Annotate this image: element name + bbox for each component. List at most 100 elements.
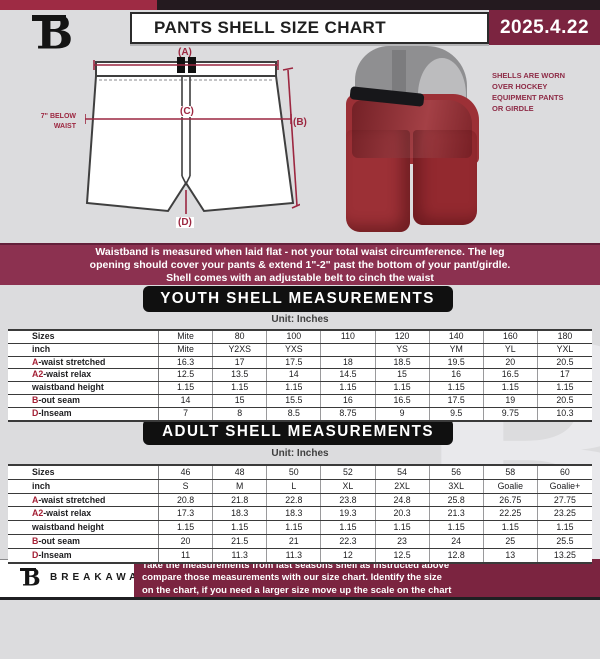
table-cell: 9.75 xyxy=(484,407,538,420)
table-cell: 18.3 xyxy=(267,507,322,521)
table-cell: 23.25 xyxy=(553,508,576,519)
adult-unit-label: Unit: Inches xyxy=(271,448,329,459)
table-cell: 18.3 xyxy=(213,507,268,521)
brand-logo-icon: B xyxy=(32,6,96,61)
table-row: waistband height 1.15 1.15 1.15 1.15 1.15 1.15… xyxy=(8,382,592,395)
row-label-prefix: A xyxy=(32,494,39,505)
adult-measurements-table: Sizes 46 48 50 52 54 56 58 60 inch S M L XL 2XL 3XL Goal… xyxy=(8,464,592,564)
table-row: inch Mite Y2XS YXS YS YM YL YXL xyxy=(8,343,592,357)
table-cell: 2XL xyxy=(376,479,430,493)
table-cell: 50 xyxy=(267,466,322,479)
logo-letter: B xyxy=(36,6,74,61)
table-cell: YL xyxy=(484,343,538,356)
table-cell: 12.8 xyxy=(430,548,484,562)
table-cell: 12.5 xyxy=(159,369,214,382)
table-row: A-waist stretched 16.3 17 17.5 18 18.5 19.5 20 2… xyxy=(8,356,592,370)
footer-note-box: Take the measurements from last seasons … xyxy=(134,559,600,598)
table-cell: 19 xyxy=(484,394,538,407)
table-cell: 17 xyxy=(560,369,570,380)
measure-label-b: (B) xyxy=(293,117,307,128)
table-cell: 110 xyxy=(321,331,376,343)
table-cell: 16.5 xyxy=(484,369,538,382)
adult-section-heading-bar: ADULT SHELL MEASUREMENTS xyxy=(143,419,453,445)
table-cell: 16.5 xyxy=(376,394,430,407)
table-cell xyxy=(321,343,376,356)
table-row: Sizes Mite 80 100 110 120 140 160 180 xyxy=(8,331,592,344)
page-title-box: PANTS SHELL SIZE CHART xyxy=(130,12,489,44)
table-cell: 20.5 xyxy=(556,356,574,367)
table-cell: L xyxy=(267,479,322,493)
table-cell: 24.8 xyxy=(376,493,430,507)
table-cell: YXL xyxy=(556,343,574,354)
table-cell: 21.3 xyxy=(430,507,484,521)
table-cell: 3XL xyxy=(430,479,484,493)
table-row: A-waist stretched 20.8 21.8 22.8 23.8 24.8 25.… xyxy=(8,493,592,508)
shell-photo-shading xyxy=(352,100,472,158)
table-cell: Y2XS xyxy=(213,343,268,356)
table-cell: Mite xyxy=(159,343,214,356)
table-cell: 100 xyxy=(267,331,322,343)
table-cell: 23 xyxy=(376,534,430,548)
table-cell: 58 xyxy=(484,466,538,479)
youth-measurements-table: Sizes Mite 80 100 110 120 140 160 180 inch Mite Y2X… xyxy=(8,329,592,422)
table-row: A2-waist relax 17.3 18.3 18.3 19.3 20.3 21.3 22… xyxy=(8,507,592,522)
table-cell: S xyxy=(159,479,214,493)
footer-logo-arm xyxy=(20,568,36,571)
table-cell: 17 xyxy=(213,356,268,369)
waist-note: 7" BELOW WAIST xyxy=(40,113,76,130)
table-cell: 54 xyxy=(376,466,430,479)
table-cell: 14.5 xyxy=(321,369,376,382)
table-cell: 160 xyxy=(484,331,538,343)
table-cell: 13.5 xyxy=(213,369,268,382)
table-cell: 1.15 xyxy=(376,521,430,534)
footer-logo-icon: B xyxy=(20,566,44,591)
table-cell: 16 xyxy=(430,369,484,382)
table-cell: 48 xyxy=(213,466,268,479)
table-cell: 1.15 xyxy=(321,382,376,394)
row-label: A2-waist relax xyxy=(8,507,159,521)
page-title: PANTS SHELL SIZE CHART xyxy=(154,18,387,37)
pants-outline-diagram xyxy=(85,57,300,214)
table-cell: 8 xyxy=(213,407,268,420)
table-cell: 26.75 xyxy=(484,493,538,507)
table-cell: 22.25 xyxy=(484,507,538,521)
table-cell: 9.5 xyxy=(430,407,484,420)
table-cell: 19.5 xyxy=(430,356,484,369)
table-cell: 19.3 xyxy=(321,507,376,521)
table-cell: 20.3 xyxy=(376,507,430,521)
table-row: inch S M L XL 2XL 3XL Goalie Goalie+ xyxy=(8,479,592,494)
table-cell: 13.25 xyxy=(553,549,576,560)
table-cell: 9 xyxy=(376,407,430,420)
row-label: B-out seam xyxy=(8,394,159,407)
table-row: D-Inseam 11 11.3 11.3 12 12.5 12.8 13 13.25 xyxy=(8,548,592,562)
table-cell: 1.15 xyxy=(321,521,376,534)
table-cell: 25.5 xyxy=(556,535,574,546)
row-label: D-Inseam xyxy=(8,407,159,420)
row-label: D-Inseam xyxy=(8,548,159,562)
table-cell: 1.15 xyxy=(159,382,214,394)
row-label-prefix: B xyxy=(32,535,39,546)
table-cell: 11.3 xyxy=(267,548,322,562)
table-row: B-out seam 14 15 15.5 16 16.5 17.5 19 20.5 xyxy=(8,394,592,408)
table-cell: 1.15 xyxy=(213,382,268,394)
table-cell: 23.8 xyxy=(321,493,376,507)
table-cell: YS xyxy=(376,343,430,356)
table-cell: 21 xyxy=(267,534,322,548)
table-cell: 1.15 xyxy=(484,382,538,394)
date-badge: 2025.4.22 xyxy=(489,10,600,45)
table-cell: 25 xyxy=(484,534,538,548)
table-cell: 140 xyxy=(430,331,484,343)
table-cell: 1.15 xyxy=(159,521,214,534)
measure-label-a: (A) xyxy=(178,47,192,58)
table-cell: 18.5 xyxy=(376,356,430,369)
youth-section-heading: YOUTH SHELL MEASUREMENTS xyxy=(160,290,436,307)
table-cell: 24 xyxy=(430,534,484,548)
measure-label-d: (D) xyxy=(176,217,194,228)
table-cell: 17.5 xyxy=(430,394,484,407)
table-cell: 27.75 xyxy=(553,494,576,505)
table-cell: 80 xyxy=(213,331,268,343)
logo-arm xyxy=(32,15,66,21)
table-cell: 52 xyxy=(321,466,376,479)
table-row: A2-waist relax 12.5 13.5 14 14.5 15 16 16.5 17 xyxy=(8,369,592,383)
table-cell: Goalie+ xyxy=(549,480,581,491)
